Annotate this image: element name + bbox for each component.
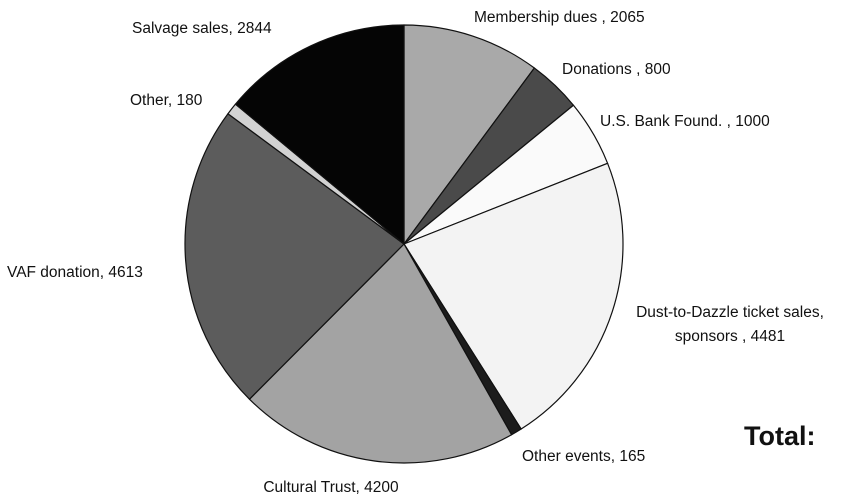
slice-label-donations: Donations , 800	[562, 61, 671, 78]
slice-label-vaf-donation: VAF donation, 4613	[7, 264, 143, 281]
pie-slices	[184, 24, 624, 464]
pie-slice-salvage-sales	[234, 24, 405, 245]
pie-slice-membership-dues	[403, 24, 535, 245]
slice-label-dust-to-dazzle-ticket-sales-sponsors: Dust-to-Dazzle ticket sales, sponsors , 4…	[636, 304, 824, 345]
slice-label-other: Other, 180	[130, 92, 203, 109]
total-label: Total:	[744, 421, 816, 451]
slice-label-u-s-bank-found: U.S. Bank Found. , 1000	[600, 113, 770, 130]
slice-label-cultural-trust: Cultural Trust, 4200	[263, 479, 399, 496]
pie-slice-cultural-trust	[248, 243, 513, 464]
pie-slice-dust-to-dazzle-ticket-sales-sponsors	[403, 162, 624, 430]
slice-label-other-events: Other events, 165	[522, 448, 645, 465]
pie-slice-vaf-donation	[184, 113, 405, 400]
slice-labels: Membership dues , 2065 Donations , 800 U.S…	[7, 9, 824, 496]
slice-label-salvage-sales: Salvage sales, 2844	[132, 20, 272, 37]
slice-label-membership-dues: Membership dues , 2065	[474, 9, 645, 26]
